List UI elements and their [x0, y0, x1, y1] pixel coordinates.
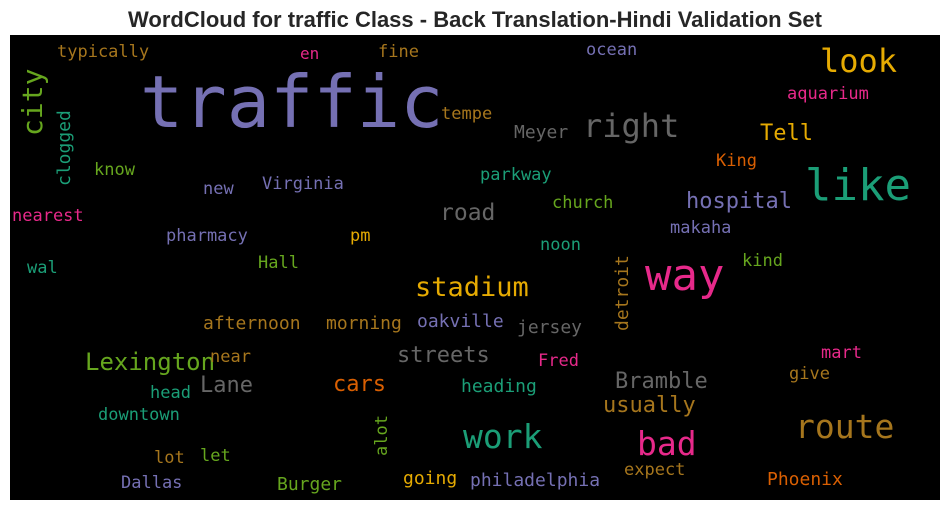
word: look	[820, 42, 897, 80]
word: morning	[326, 313, 402, 334]
word: kind	[742, 251, 783, 271]
word: detroit	[612, 255, 633, 331]
word: jersey	[517, 317, 582, 338]
word: downtown	[98, 405, 180, 425]
word: en	[300, 44, 319, 63]
word: expect	[624, 460, 685, 480]
word: head	[150, 383, 191, 403]
word: hospital	[686, 189, 792, 214]
word: right	[583, 107, 679, 145]
word: mart	[821, 343, 862, 363]
word: Lexington	[85, 348, 215, 376]
word: usually	[603, 393, 696, 418]
word: King	[716, 151, 757, 171]
word: traffic	[140, 60, 443, 144]
word: makaha	[670, 218, 731, 238]
word: Hall	[258, 253, 299, 273]
word: let	[200, 446, 231, 466]
word: Meyer	[514, 122, 568, 143]
word: like	[805, 160, 911, 211]
word: pharmacy	[166, 226, 248, 246]
word: way	[645, 250, 724, 301]
word: road	[440, 200, 495, 226]
word: city	[16, 69, 49, 136]
word: Virginia	[262, 174, 344, 194]
word: cars	[333, 372, 386, 397]
word: Lane	[200, 373, 253, 398]
word: give	[789, 364, 830, 384]
word: Burger	[277, 474, 342, 495]
word: aquarium	[787, 84, 869, 104]
chart-title: WordCloud for traffic Class - Back Trans…	[128, 7, 823, 32]
word: parkway	[480, 165, 552, 185]
word: near	[210, 347, 251, 367]
word: ocean	[586, 40, 637, 60]
word: tempe	[441, 104, 492, 124]
word: afternoon	[203, 313, 301, 334]
word: oakville	[417, 311, 504, 332]
word: typically	[57, 42, 149, 62]
word: streets	[397, 343, 490, 368]
word: Tell	[760, 121, 813, 146]
word: Bramble	[615, 369, 708, 394]
word: know	[94, 160, 136, 180]
word: philadelphia	[470, 470, 600, 491]
word: Phoenix	[767, 469, 843, 490]
word: noon	[540, 235, 581, 255]
word: church	[552, 193, 613, 213]
word: bad	[637, 424, 697, 463]
word: nearest	[12, 206, 84, 226]
word: heading	[461, 376, 537, 397]
word: stadium	[415, 272, 529, 303]
word: pm	[350, 226, 370, 246]
word: clogged	[54, 110, 75, 186]
word: route	[795, 407, 894, 446]
word: new	[203, 179, 234, 199]
word: Fred	[538, 351, 579, 371]
word: going	[403, 468, 457, 489]
word: alot	[372, 415, 392, 456]
word: wal	[27, 258, 58, 278]
cloud-background	[10, 35, 940, 500]
word: work	[463, 417, 543, 456]
word: lot	[154, 448, 185, 468]
word: fine	[378, 42, 419, 62]
word: Dallas	[121, 473, 182, 493]
